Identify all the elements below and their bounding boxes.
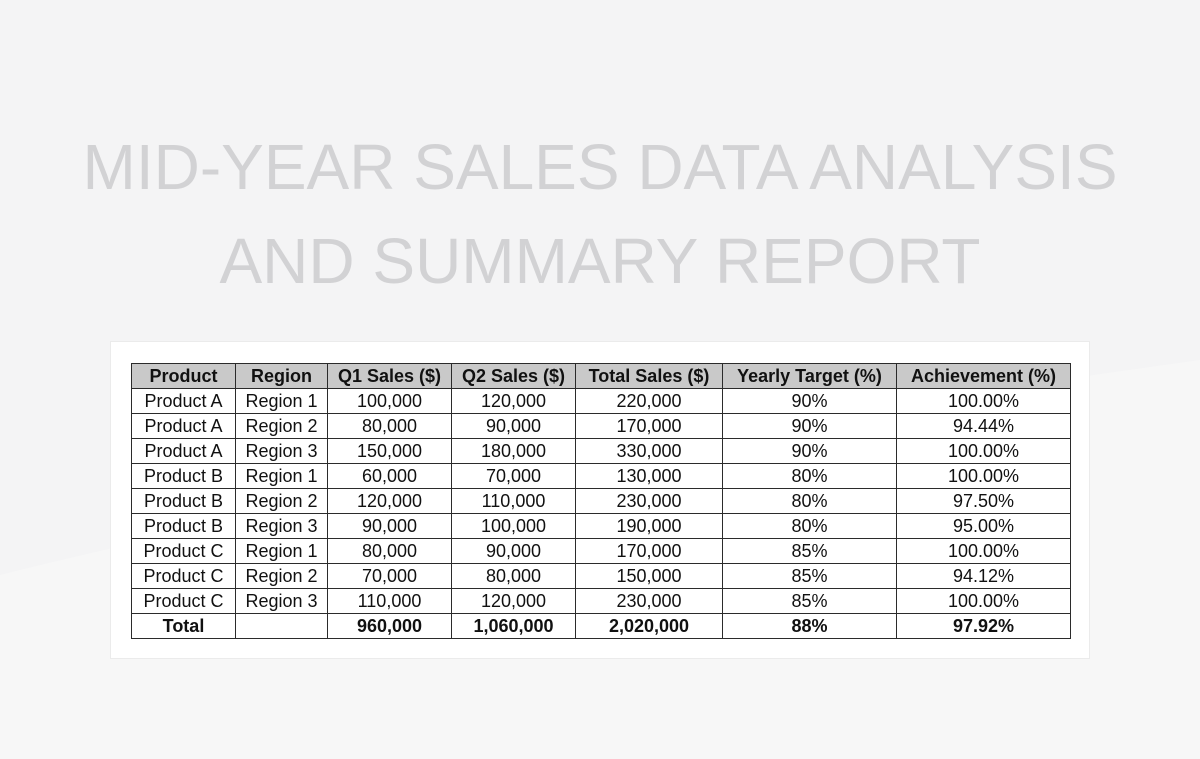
table-cell: 80,000 (451, 563, 576, 589)
column-header: Total Sales ($) (575, 363, 723, 389)
table-row: Product B Region 1 60,000 70,000 130,000… (131, 463, 1071, 489)
table-cell: 80,000 (327, 413, 452, 439)
table-cell: 150,000 (327, 438, 452, 464)
total-cell: 88% (722, 613, 897, 639)
table-row: Product A Region 3 150,000 180,000 330,0… (131, 438, 1071, 464)
table-cell: 150,000 (575, 563, 723, 589)
table-cell: 85% (722, 538, 897, 564)
table-cell: 80% (722, 513, 897, 539)
table-cell: 100.00% (896, 538, 1071, 564)
total-cell (235, 613, 328, 639)
table-cell: Product A (131, 438, 236, 464)
report-title-line-1: MID-YEAR SALES DATA ANALYSIS (82, 131, 1118, 203)
table-cell: 95.00% (896, 513, 1071, 539)
column-header: Q2 Sales ($) (451, 363, 576, 389)
table-cell: 90,000 (451, 413, 576, 439)
table-cell: Product C (131, 538, 236, 564)
table-cell: 90% (722, 388, 897, 414)
table-cell: Region 2 (235, 488, 328, 514)
table-cell: Product A (131, 388, 236, 414)
table-cell: 100.00% (896, 438, 1071, 464)
table-cell: 70,000 (451, 463, 576, 489)
table-cell: 100,000 (451, 513, 576, 539)
table-cell: 120,000 (451, 388, 576, 414)
table-cell: 80,000 (327, 538, 452, 564)
column-header: Yearly Target (%) (722, 363, 897, 389)
table-cell: 230,000 (575, 588, 723, 614)
table-cell: Product C (131, 563, 236, 589)
table-cell: 94.44% (896, 413, 1071, 439)
total-cell: 1,060,000 (451, 613, 576, 639)
table-row: Product B Region 3 90,000 100,000 190,00… (131, 513, 1071, 539)
table-row: Product A Region 2 80,000 90,000 170,000… (131, 413, 1071, 439)
table-cell: Product A (131, 413, 236, 439)
table-cell: 130,000 (575, 463, 723, 489)
total-cell: 2,020,000 (575, 613, 723, 639)
table-cell: Product B (131, 513, 236, 539)
table-cell: Product C (131, 588, 236, 614)
table-row: Product B Region 2 120,000 110,000 230,0… (131, 488, 1071, 514)
table-cell: 120,000 (327, 488, 452, 514)
table-cell: Region 1 (235, 538, 328, 564)
table-cell: Product B (131, 488, 236, 514)
table-row: Product C Region 2 70,000 80,000 150,000… (131, 563, 1071, 589)
table-cell: 100.00% (896, 388, 1071, 414)
table-cell: 100,000 (327, 388, 452, 414)
table-cell: Region 1 (235, 463, 328, 489)
table-cell: Product B (131, 463, 236, 489)
table-cell: 60,000 (327, 463, 452, 489)
report-title-line-2: AND SUMMARY REPORT (219, 225, 981, 297)
table-cell: Region 3 (235, 588, 328, 614)
table-cell: 190,000 (575, 513, 723, 539)
table-cell: 330,000 (575, 438, 723, 464)
column-header: Product (131, 363, 236, 389)
table-cell: 110,000 (451, 488, 576, 514)
table-cell: Region 3 (235, 513, 328, 539)
total-cell: Total (131, 613, 236, 639)
total-cell: 97.92% (896, 613, 1071, 639)
column-header: Region (235, 363, 328, 389)
total-row: Total 960,000 1,060,000 2,020,000 88% 97… (131, 613, 1071, 639)
report-title: MID-YEAR SALES DATA ANALYSIS AND SUMMARY… (0, 120, 1200, 308)
table-card: Product Region Q1 Sales ($) Q2 Sales ($)… (110, 341, 1090, 659)
table-cell: Region 1 (235, 388, 328, 414)
table-header-row: Product Region Q1 Sales ($) Q2 Sales ($)… (131, 363, 1071, 389)
table-cell: 100.00% (896, 463, 1071, 489)
table-cell: Region 2 (235, 413, 328, 439)
table-cell: 120,000 (451, 588, 576, 614)
table-row: Product C Region 3 110,000 120,000 230,0… (131, 588, 1071, 614)
table-cell: 97.50% (896, 488, 1071, 514)
table-cell: 180,000 (451, 438, 576, 464)
table-cell: 90,000 (451, 538, 576, 564)
table-cell: 230,000 (575, 488, 723, 514)
table-cell: Region 2 (235, 563, 328, 589)
table-cell: 94.12% (896, 563, 1071, 589)
table-cell: 170,000 (575, 413, 723, 439)
table-row: Product A Region 1 100,000 120,000 220,0… (131, 388, 1071, 414)
table-cell: 90% (722, 413, 897, 439)
table-cell: 70,000 (327, 563, 452, 589)
table-cell: 85% (722, 588, 897, 614)
table-cell: Region 3 (235, 438, 328, 464)
table-cell: 220,000 (575, 388, 723, 414)
table-cell: 90,000 (327, 513, 452, 539)
sales-table: Product Region Q1 Sales ($) Q2 Sales ($)… (131, 363, 1071, 639)
column-header: Achievement (%) (896, 363, 1071, 389)
table-cell: 90% (722, 438, 897, 464)
table-row: Product C Region 1 80,000 90,000 170,000… (131, 538, 1071, 564)
column-header: Q1 Sales ($) (327, 363, 452, 389)
total-cell: 960,000 (327, 613, 452, 639)
table-cell: 85% (722, 563, 897, 589)
table-cell: 80% (722, 488, 897, 514)
table-cell: 80% (722, 463, 897, 489)
table-cell: 110,000 (327, 588, 452, 614)
table-cell: 100.00% (896, 588, 1071, 614)
table-cell: 170,000 (575, 538, 723, 564)
